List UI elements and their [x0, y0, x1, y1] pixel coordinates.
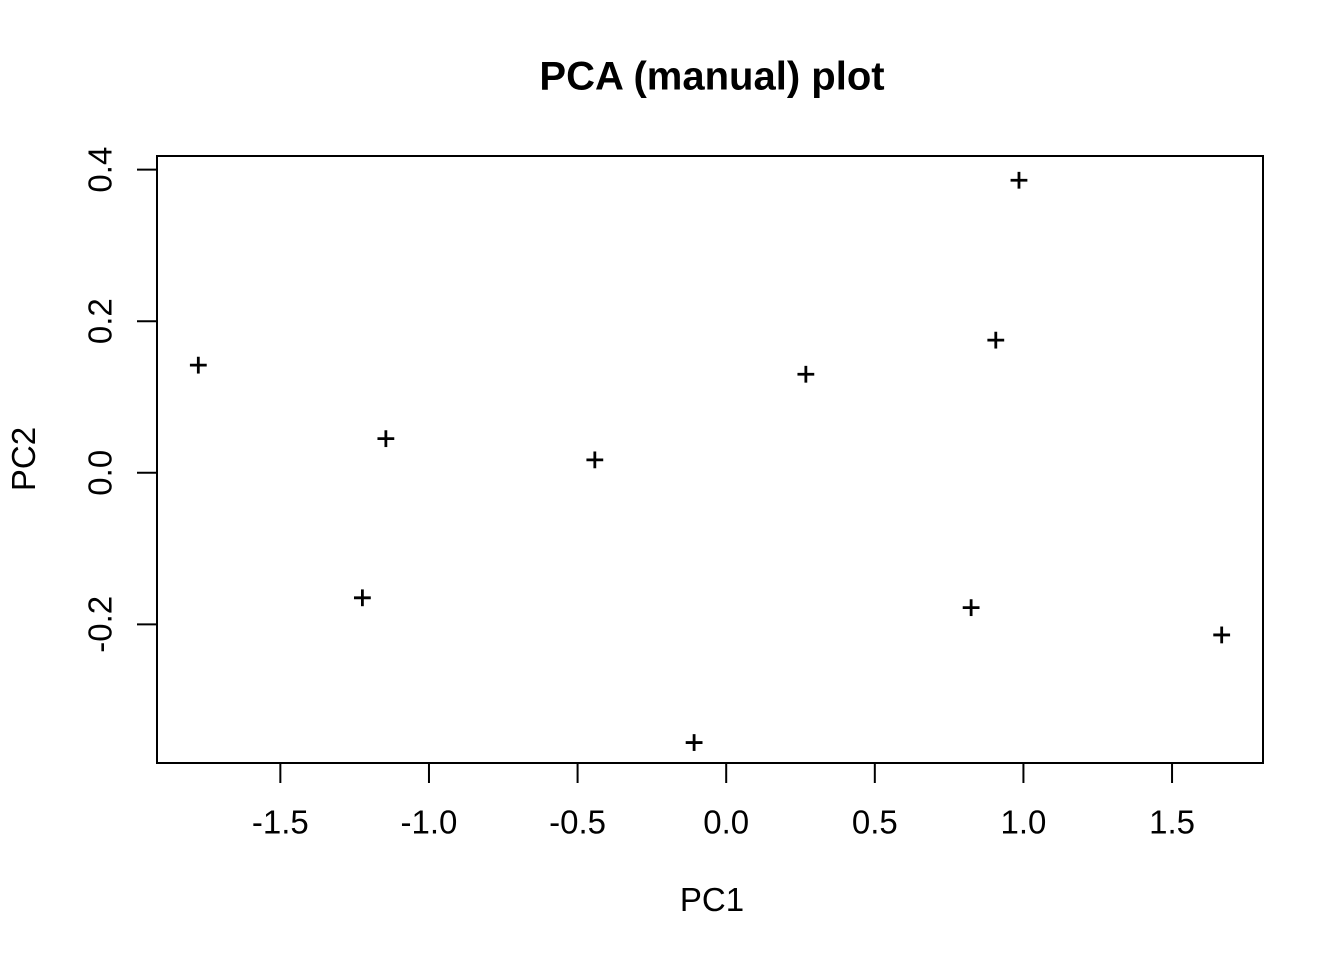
y-tick-label: 0.4 — [82, 147, 119, 193]
x-tick-label: 0.0 — [703, 804, 749, 841]
y-tick-label: 0.2 — [82, 298, 119, 344]
plot-border — [156, 155, 1264, 764]
x-tick-label: 1.0 — [1000, 804, 1046, 841]
x-tick-label: -1.0 — [401, 804, 458, 841]
chart-title: PCA (manual) plot — [539, 54, 885, 99]
x-tick-label: 1.5 — [1149, 804, 1195, 841]
y-tick-label: 0.0 — [82, 450, 119, 496]
y-axis-title: PC2 — [5, 426, 42, 492]
x-axis-title: PC1 — [679, 881, 745, 918]
x-tick-label: -1.5 — [252, 804, 309, 841]
y-tick-label: -0.2 — [82, 596, 119, 653]
x-tick-label: -0.5 — [549, 804, 606, 841]
x-tick-label: 0.5 — [852, 804, 898, 841]
